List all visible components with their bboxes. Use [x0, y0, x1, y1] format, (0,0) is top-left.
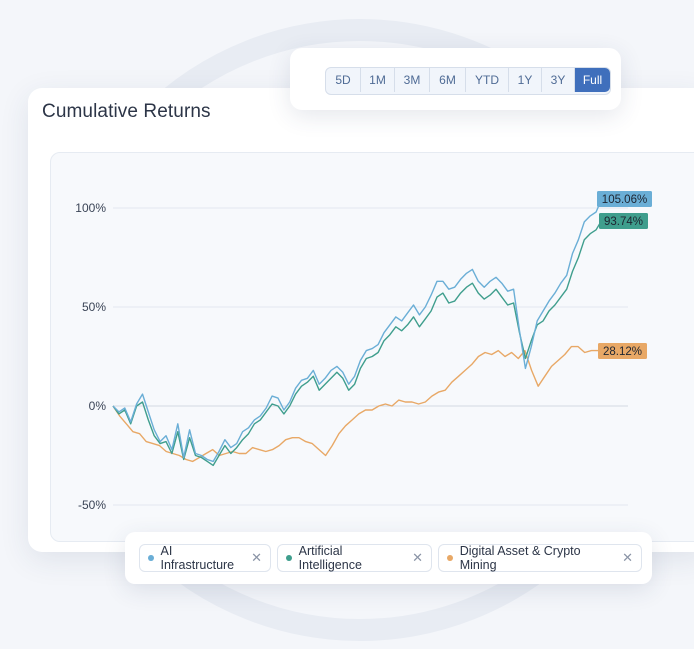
- legend-label: AI Infrastructure: [160, 544, 235, 572]
- y-tick-label: 50%: [82, 300, 106, 314]
- legend-label: Digital Asset & Crypto Mining: [459, 544, 581, 572]
- legend-item-ai-infrastructure[interactable]: AI Infrastructure ✕: [139, 544, 271, 572]
- range-button-full[interactable]: Full: [575, 68, 610, 92]
- end-value-label: 28.12%: [603, 346, 642, 358]
- legend-dot-icon: [148, 555, 154, 561]
- plot-panel: [50, 152, 694, 542]
- range-button-ytd[interactable]: YTD: [466, 68, 509, 92]
- end-value-label: 93.74%: [604, 216, 643, 228]
- y-tick-label: 100%: [75, 201, 106, 215]
- series-line: [112, 345, 598, 463]
- chart-title: Cumulative Returns: [42, 101, 211, 122]
- legend-dot-icon: [286, 555, 292, 561]
- range-button-3m[interactable]: 3M: [395, 68, 430, 92]
- series-line: [112, 219, 603, 467]
- legend-item-artificial-intelligence[interactable]: Artificial Intelligence ✕: [277, 544, 432, 572]
- series-line: [112, 197, 603, 463]
- range-button-6m[interactable]: 6M: [430, 68, 466, 92]
- end-value-label: 105.06%: [602, 194, 647, 206]
- end-value-label-bg: [599, 213, 648, 229]
- legend-item-digital-asset-crypto-mining[interactable]: Digital Asset & Crypto Mining ✕: [438, 544, 642, 572]
- end-value-label-bg: [597, 191, 652, 207]
- range-button-1y[interactable]: 1Y: [509, 68, 542, 92]
- close-icon[interactable]: ✕: [622, 550, 633, 565]
- close-icon[interactable]: ✕: [412, 550, 423, 565]
- legend-dot-icon: [447, 555, 453, 561]
- end-value-label-bg: [598, 343, 647, 359]
- legend-label: Artificial Intelligence: [298, 544, 362, 572]
- close-icon[interactable]: ✕: [251, 550, 262, 565]
- range-selector: 5D 1M 3M 6M YTD 1Y 3Y Full: [325, 67, 611, 95]
- range-button-3y[interactable]: 3Y: [542, 68, 575, 92]
- range-button-1m[interactable]: 1M: [361, 68, 395, 92]
- y-tick-label: 0%: [89, 399, 107, 413]
- range-button-5d[interactable]: 5D: [326, 68, 361, 92]
- y-tick-label: -50%: [78, 498, 106, 512]
